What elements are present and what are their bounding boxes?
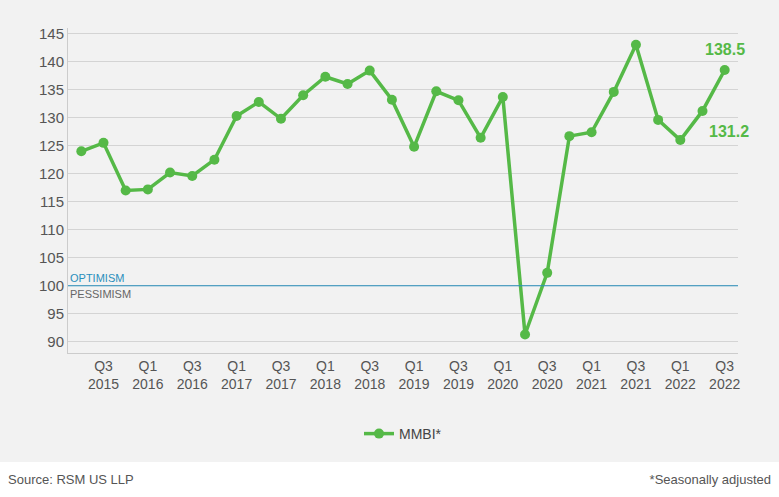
svg-text:Q32019: Q32019 [443, 358, 474, 392]
svg-text:115: 115 [40, 193, 64, 210]
svg-text:125: 125 [39, 137, 64, 154]
svg-text:Q12017: Q12017 [221, 358, 252, 392]
svg-text:Q32017: Q32017 [265, 358, 296, 392]
svg-text:Q12018: Q12018 [310, 358, 341, 392]
svg-text:100: 100 [39, 277, 64, 294]
svg-text:145: 145 [39, 25, 64, 42]
svg-text:Q32020: Q32020 [532, 358, 563, 392]
svg-text:PESSIMISM: PESSIMISM [70, 288, 131, 300]
html-text:*Seasonally adjusted: *Seasonally adjusted [649, 472, 771, 487]
svg-text:Q12021: Q12021 [576, 358, 607, 392]
html-text:Source: RSM US LLP: Source: RSM US LLP [8, 472, 134, 487]
svg-text:120: 120 [39, 165, 64, 182]
svg-text:95: 95 [47, 305, 64, 322]
svg-text:Q12020: Q12020 [487, 358, 518, 392]
svg-text:Q32022: Q32022 [709, 358, 740, 392]
svg-text:Q32018: Q32018 [354, 358, 385, 392]
svg-text:140: 140 [39, 53, 64, 70]
svg-text:135: 135 [39, 81, 64, 98]
svg-text:138.5: 138.5 [705, 41, 745, 58]
svg-text:Q12022: Q12022 [665, 358, 696, 392]
svg-text:90: 90 [47, 333, 64, 350]
svg-text:105: 105 [39, 249, 64, 266]
svg-text:MMBI*: MMBI* [399, 426, 442, 442]
svg-text:Q12016: Q12016 [132, 358, 163, 392]
svg-text:Q32015: Q32015 [88, 358, 119, 392]
svg-text:130: 130 [39, 109, 64, 126]
svg-text:Q32021: Q32021 [620, 358, 651, 392]
svg-text:131.2: 131.2 [709, 123, 749, 140]
svg-text:Q32016: Q32016 [177, 358, 208, 392]
svg-text:Q12019: Q12019 [399, 358, 430, 392]
svg-text:OPTIMISM: OPTIMISM [70, 272, 124, 284]
svg-text:110: 110 [40, 221, 64, 238]
